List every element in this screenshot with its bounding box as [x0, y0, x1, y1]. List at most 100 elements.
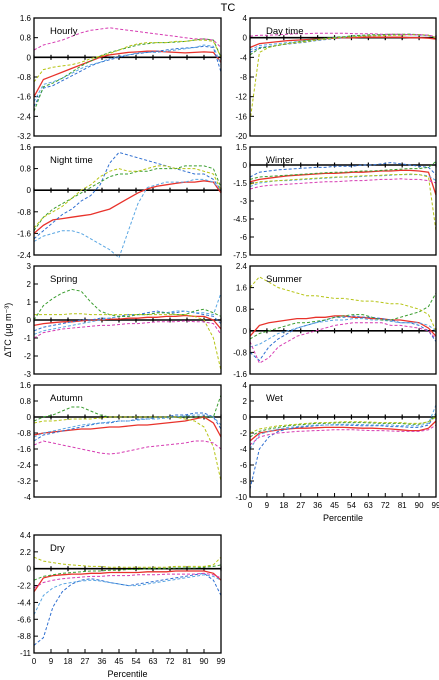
y-tick-label: 0.8 [20, 34, 32, 43]
series-line-magenta [33, 440, 222, 455]
series-line-blue [249, 315, 437, 362]
y-tick-label: -4 [240, 53, 248, 62]
series-line-yellowgreen [34, 313, 222, 371]
panel-frame [33, 384, 222, 498]
y-tick-label: -4 [24, 493, 32, 502]
series-line-lightblue [249, 404, 437, 450]
series-line-yellowgreen [249, 34, 437, 122]
series-line-magenta [249, 424, 437, 446]
y-tick-label: 0 [243, 413, 248, 422]
series-line-blue [249, 162, 437, 178]
series-line-blue [33, 572, 222, 646]
x-tick-label: 63 [149, 657, 158, 666]
y-tick-label: 2 [243, 397, 248, 406]
y-tick-label: -20 [235, 132, 247, 141]
panels: 1.60.80-0.8-1.6-2.4-3.2Hourly40-4-8-12-1… [17, 14, 439, 679]
y-tick-label: 2.2 [20, 548, 32, 557]
panel-night-time: 1.6 0.8 0 -0.8 -1.6 -2.4 Night time [17, 143, 222, 260]
x-tick-label: 0 [32, 657, 37, 666]
series-line-green [33, 564, 222, 581]
series-line-magenta [249, 178, 437, 190]
x-tick-label: 81 [398, 501, 407, 510]
y-tick-label: -2 [240, 429, 248, 438]
panel-frame [33, 534, 222, 654]
y-tick-label: 3 [27, 262, 32, 271]
panel-frame [33, 265, 222, 375]
x-tick-label: 18 [279, 501, 288, 510]
series-line-red [33, 416, 222, 438]
y-tick-label: 0 [243, 34, 248, 43]
y-tick-label: 0.8 [20, 165, 32, 174]
y-tick-label: -3 [240, 197, 248, 206]
y-tick-label: 4 [243, 381, 248, 390]
y-tick-label: -4.5 [233, 215, 247, 224]
y-tick-label: -2.4 [17, 251, 31, 260]
y-tick-label: -7.5 [233, 251, 247, 260]
panel-title: Summer [266, 274, 302, 285]
series-line-green [33, 38, 222, 112]
panel-summer: 2.4 1.6 0.8 0 -0.8 -1.6 Summer [233, 262, 437, 379]
panel-title: Winter [266, 155, 293, 166]
series-line-red [33, 50, 222, 98]
panel-title: Spring [50, 274, 77, 285]
y-tick-label: 0.8 [236, 305, 248, 314]
series-line-red [33, 180, 222, 234]
series-line-yellowgreen [249, 416, 437, 434]
y-tick-label: 1.6 [20, 143, 32, 152]
x-tick-label: 36 [313, 501, 322, 510]
x-tick-label: 9 [49, 657, 54, 666]
x-tick-label: 63 [364, 501, 373, 510]
x-tick-label: 99 [217, 657, 226, 666]
series-line-blue [249, 412, 437, 490]
y-tick-label: -2 [24, 352, 32, 361]
x-tick-label: 90 [415, 501, 424, 510]
x-tick-label: 72 [166, 657, 175, 666]
series-line-yellowgreen [33, 556, 222, 568]
panel-hourly: 1.6 0.8 0 -0.8 -1.6 -2.4 -3.2 Hourly [17, 14, 222, 141]
series-line-magenta [33, 27, 222, 51]
panel-title: Wet [266, 393, 283, 404]
y-tick-label: 0 [243, 327, 248, 336]
y-tick-label: -12 [235, 93, 247, 102]
x-tick-label: 45 [330, 501, 339, 510]
y-axis-label: ΔTC (μg m⁻³) [3, 303, 13, 357]
y-tick-label: 1.6 [236, 284, 248, 293]
x-axis-label: Percentile [107, 669, 147, 679]
series-line-yellowgreen [33, 39, 222, 83]
y-tick-label: -4 [240, 445, 248, 454]
series-line-red [249, 169, 437, 196]
y-tick-label: -1 [24, 334, 32, 343]
y-tick-label: -6 [240, 233, 248, 242]
series-line-blue [33, 151, 222, 240]
series-line-red [33, 314, 222, 330]
y-tick-label: -10 [235, 493, 247, 502]
series-line-blue [33, 45, 222, 107]
series-line-red [249, 420, 437, 442]
series-line-yellowgreen [249, 276, 437, 332]
panel-winter: 1.5 0 -1.5 -3 -4.5 -6 -7.5 Winter [233, 143, 437, 260]
panel-title: Autumn [50, 393, 83, 404]
y-tick-label: -8 [240, 73, 248, 82]
y-tick-label: 2.4 [236, 262, 248, 271]
panel-dry: 4.4 2.2 0 -2.2 -4.4 -6.6 -8.8 -11 Dry 0 9 18 27 36 45 5… [17, 531, 226, 679]
series-line-magenta [33, 572, 222, 589]
y-tick-label: -2.4 [17, 112, 31, 121]
x-tick-label: 99 [432, 501, 439, 510]
series-line-lightblue [33, 44, 222, 102]
panel-wet: 4 2 0 -2 -4 -6 -8 -10 Wet 0 9 18 27 36 45 54 63 72 81 90 99 P… [235, 381, 439, 523]
y-tick-label: 1 [27, 298, 32, 307]
y-tick-label: -11 [20, 649, 32, 658]
x-axis-label: Percentile [323, 513, 363, 523]
y-tick-label: -1.5 [233, 179, 247, 188]
y-tick-label: -4.4 [17, 598, 31, 607]
panel-frame [249, 265, 437, 375]
panel-title: Hourly [50, 26, 78, 37]
x-tick-label: 9 [265, 501, 270, 510]
y-tick-label: -1.6 [233, 370, 247, 379]
x-tick-label: 27 [81, 657, 90, 666]
panel-frame [249, 146, 437, 256]
y-tick-label: -6.6 [17, 615, 31, 624]
x-tick-label: 90 [200, 657, 209, 666]
series-line-magenta [249, 32, 437, 38]
series-line-lightblue [33, 574, 222, 615]
